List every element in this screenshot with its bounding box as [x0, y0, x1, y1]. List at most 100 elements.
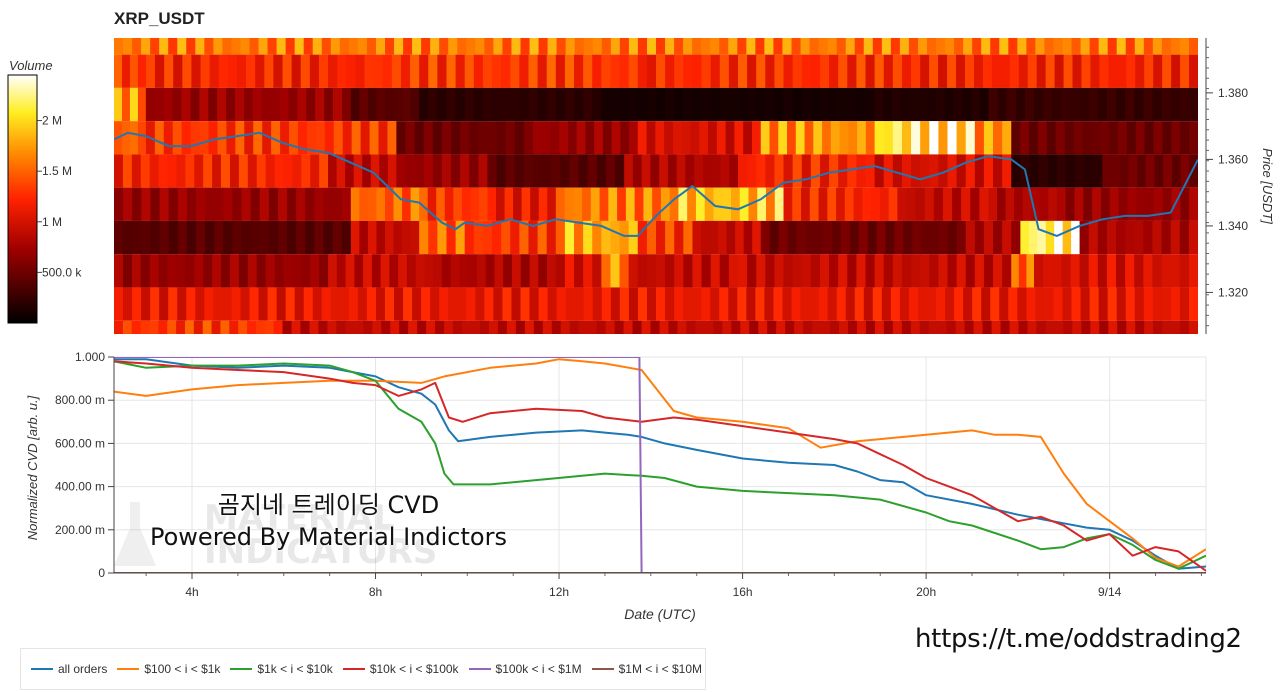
heat-cell [814, 220, 824, 255]
heat-cell [564, 54, 575, 88]
heat-cell [947, 220, 958, 255]
heat-cell [847, 320, 858, 334]
heat-cell [1090, 54, 1101, 88]
heat-cell [583, 220, 593, 255]
flask-icon [114, 502, 156, 566]
heat-cell [547, 287, 558, 321]
heat-cell [259, 187, 270, 221]
legend-item[interactable]: $1k < i < $10k [230, 662, 333, 676]
heat-cell [487, 154, 498, 188]
heat-cell [836, 287, 847, 321]
cvd-series-r1k_10k [114, 360, 1206, 570]
heat-cell [972, 287, 982, 321]
heat-cell [800, 287, 811, 321]
heat-cell [212, 254, 222, 288]
heat-cell [592, 87, 602, 122]
heat-cell [503, 254, 513, 288]
heat-cell [469, 121, 479, 155]
heat-cell [1107, 287, 1118, 321]
heat-cell [973, 54, 984, 88]
heat-cell [366, 287, 377, 321]
heat-cell [303, 287, 314, 321]
heat-cell [264, 320, 275, 334]
heat-cell [1014, 187, 1024, 221]
heat-cell [1062, 38, 1073, 55]
heat-cell [432, 121, 443, 155]
legend-item[interactable]: $10k < i < $100k [342, 662, 459, 676]
heat-cell [692, 254, 703, 288]
heat-cell [1179, 254, 1190, 288]
heat-cell [385, 287, 395, 321]
legend-item[interactable]: all orders [31, 662, 107, 676]
heat-cell [359, 187, 369, 221]
heat-cell [947, 154, 958, 188]
heat-cell [145, 54, 156, 88]
heat-cell [339, 38, 350, 55]
heat-cell [722, 187, 732, 221]
heat-cell [838, 320, 849, 334]
heat-cell [283, 254, 293, 288]
heat-cell [385, 220, 395, 255]
heat-cell [774, 54, 785, 88]
heat-cell [982, 54, 993, 88]
heat-cell [818, 38, 829, 55]
heat-cell [528, 87, 539, 122]
heat-cell [856, 254, 867, 288]
heat-cell [262, 121, 272, 155]
heat-cell [844, 187, 855, 221]
heat-cell [354, 320, 364, 334]
heat-cell [997, 87, 1008, 122]
heat-cell [1028, 220, 1038, 255]
heat-cell [520, 287, 531, 321]
heat-cell [909, 87, 920, 122]
heat-cell [1020, 121, 1030, 155]
legend-item[interactable]: $1M < i < $10M [591, 662, 702, 676]
heat-cell [929, 254, 939, 288]
heat-cell [901, 54, 912, 88]
heat-cell [899, 38, 910, 55]
heat-cell [752, 220, 762, 255]
heat-cell [114, 38, 124, 55]
heat-cell [1107, 38, 1118, 55]
heat-cell [965, 121, 976, 155]
heat-cell [690, 121, 700, 155]
heat-cell [564, 87, 575, 122]
heat-cell [783, 187, 793, 221]
telegram-link[interactable]: https://t.me/oddstrading2 [915, 624, 1242, 654]
heat-cell [641, 320, 652, 334]
heat-cell [410, 220, 420, 255]
legend-item[interactable]: $100k < i < $1M [468, 662, 582, 676]
heat-cell [555, 54, 566, 88]
heat-cell [819, 254, 830, 288]
heat-cell [879, 187, 890, 221]
heat-cell [114, 320, 124, 334]
heat-cell [918, 87, 928, 122]
heat-cell [274, 254, 285, 288]
heat-cell [296, 220, 306, 255]
heat-cell [737, 154, 748, 188]
heat-cell [199, 121, 210, 155]
heat-cell [956, 220, 967, 255]
heat-cell [502, 38, 513, 55]
heat-cell [897, 187, 908, 221]
heat-cell [937, 320, 948, 334]
heat-cell [674, 287, 684, 321]
heat-cell [739, 187, 750, 221]
heat-cell [569, 154, 580, 188]
heat-cell [599, 187, 609, 221]
heat-cell [856, 320, 867, 334]
heat-cell [1002, 154, 1012, 188]
heat-cell [701, 38, 711, 55]
heat-cell [628, 38, 639, 55]
heat-cell [380, 254, 390, 288]
heat-cell [865, 154, 876, 188]
heat-cell [946, 320, 957, 334]
legend-label: $100k < i < $1M [495, 662, 582, 676]
heat-cell [1061, 87, 1072, 122]
heat-cell [743, 220, 753, 255]
heat-cell [470, 187, 480, 221]
heat-cell [974, 254, 985, 288]
heat-cell [933, 187, 944, 221]
legend-item[interactable]: $100 < i < $1k [117, 662, 220, 676]
heat-cell [773, 287, 784, 321]
